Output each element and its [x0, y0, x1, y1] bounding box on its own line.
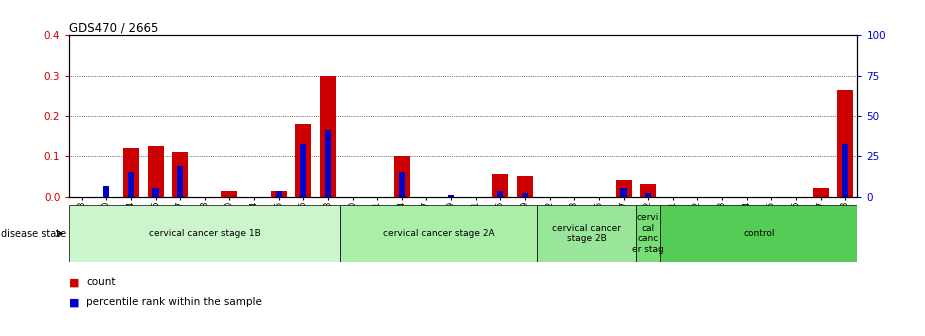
Bar [635, 205, 660, 262]
Bar [640, 184, 656, 197]
Bar [153, 188, 159, 197]
Bar [842, 144, 848, 197]
Bar [271, 191, 287, 197]
Bar [615, 180, 632, 197]
Bar [172, 152, 188, 197]
Bar [276, 191, 282, 197]
Bar [295, 124, 312, 197]
Bar [104, 186, 109, 197]
Bar [69, 205, 340, 262]
Text: ■: ■ [69, 277, 80, 287]
Text: percentile rank within the sample: percentile rank within the sample [86, 297, 262, 307]
Bar [522, 193, 528, 197]
Bar [123, 148, 139, 197]
Bar [148, 146, 164, 197]
Bar [221, 191, 238, 197]
Bar [517, 176, 533, 197]
Text: cervi
cal
canc
er stag: cervi cal canc er stag [633, 213, 664, 254]
Text: cervical cancer
stage 2B: cervical cancer stage 2B [552, 224, 621, 243]
Bar [340, 205, 537, 262]
Bar [399, 172, 405, 197]
Bar [837, 90, 853, 197]
Bar [128, 172, 134, 197]
Text: count: count [86, 277, 116, 287]
Bar [394, 156, 410, 197]
Bar [301, 144, 306, 197]
Bar [621, 188, 626, 197]
Bar [537, 205, 635, 262]
Bar [812, 188, 829, 197]
Bar [498, 191, 503, 197]
Bar [177, 166, 183, 197]
Text: cervical cancer stage 2A: cervical cancer stage 2A [383, 229, 495, 238]
Bar [320, 76, 336, 197]
Bar [645, 193, 651, 197]
Bar [492, 174, 509, 197]
Text: cervical cancer stage 1B: cervical cancer stage 1B [149, 229, 261, 238]
Text: ■: ■ [69, 297, 80, 307]
Bar [448, 195, 454, 197]
Bar [660, 205, 857, 262]
Text: control: control [743, 229, 775, 238]
Text: disease state: disease state [1, 228, 66, 239]
Bar [325, 130, 331, 197]
Text: GDS470 / 2665: GDS470 / 2665 [69, 21, 159, 34]
